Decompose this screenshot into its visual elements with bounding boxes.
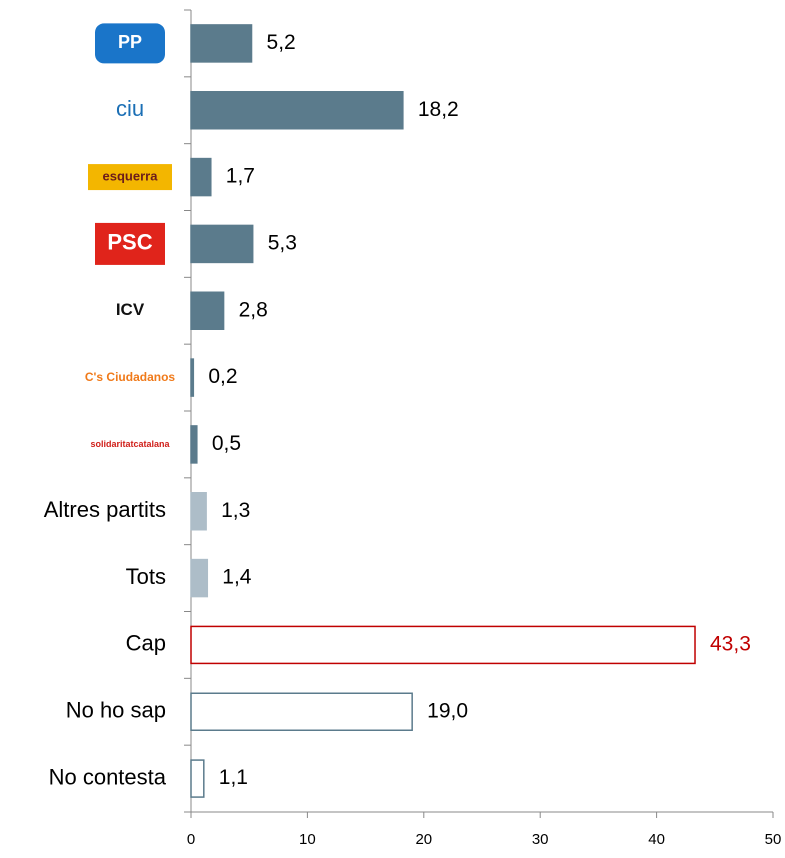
category-label: ICV	[116, 300, 145, 319]
value-label: 0,2	[208, 365, 237, 388]
x-tick-label: 30	[532, 831, 549, 848]
category-label: Cap	[126, 631, 166, 656]
party-logo	[95, 222, 165, 265]
value-label: 1,7	[226, 165, 255, 188]
x-tick-label: 50	[765, 831, 782, 848]
bar	[190, 157, 212, 197]
bar	[190, 692, 413, 731]
x-tick-label: 20	[415, 831, 432, 848]
value-label: 1,4	[222, 566, 252, 589]
x-tick-label: 0	[187, 831, 195, 848]
bar	[190, 759, 205, 798]
bar	[190, 224, 254, 264]
category-label: solidaritatcatalana	[90, 439, 170, 449]
bar	[190, 91, 404, 130]
category-label: ciu	[116, 96, 144, 121]
category-label: Tots	[126, 564, 166, 589]
value-label: 2,8	[239, 298, 268, 321]
value-label: 43,3	[710, 632, 751, 655]
x-tick-label: 40	[648, 831, 665, 848]
bar	[190, 425, 198, 464]
category-label: PSC	[107, 230, 152, 255]
bar	[190, 291, 225, 330]
category-label: No ho sap	[66, 698, 166, 723]
value-label: 19,0	[427, 699, 468, 722]
bar	[190, 24, 253, 63]
bar	[190, 558, 209, 598]
value-label: 0,5	[212, 432, 241, 455]
party-logo	[88, 164, 172, 191]
category-label: C's Ciudadanos	[85, 370, 176, 384]
value-label: 18,2	[418, 98, 459, 121]
bar	[190, 358, 195, 397]
category-label: esquerra	[103, 169, 159, 184]
value-label: 5,3	[268, 231, 297, 254]
party-logo	[95, 23, 165, 64]
bar	[190, 492, 207, 531]
bar	[190, 625, 696, 665]
value-label: 1,1	[219, 766, 248, 789]
category-label: PP	[118, 32, 142, 52]
x-tick-label: 10	[299, 831, 316, 848]
category-label: No contesta	[49, 764, 167, 789]
value-label: 5,2	[267, 31, 296, 54]
category-label: Altres partits	[44, 497, 166, 522]
value-label: 1,3	[221, 499, 250, 522]
